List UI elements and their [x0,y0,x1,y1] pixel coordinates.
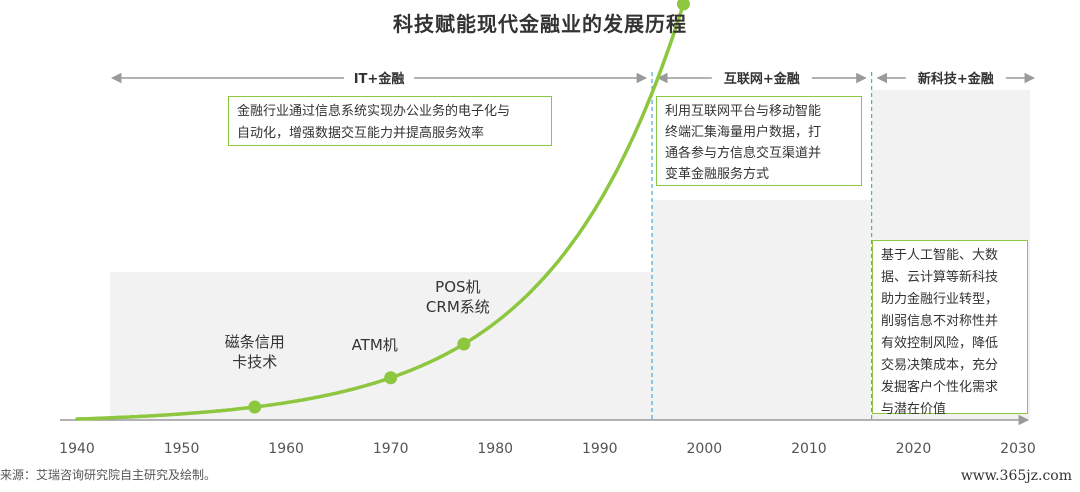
x-tick-label: 1940 [59,441,95,457]
description-line: 据、云计算等新科技 [881,270,999,285]
milestone-label: ATM机 [352,336,398,354]
x-tick-label: 2010 [791,441,827,457]
description-line: 助力金融行业转型， [881,292,999,307]
internet-finance-description: 利用互联网平台与移动智能 终端汇集海量用户数据，打 通各参与方信息交互渠道并 变… [656,96,862,186]
x-tick-label: 2030 [1000,441,1036,457]
milestone-point [384,371,398,385]
internet-period-band [652,200,872,420]
it-finance-description: 金融行业通过信息系统实现办公业务的电子化与 自动化，增强数据交互能力并提高服务效… [228,96,552,146]
growth-curve [75,0,687,421]
period-label: 新科技+金融 [918,71,994,87]
description-line: 有效控制风险，降低 [881,336,999,351]
period-label: IT+金融 [354,71,405,87]
period-label: 互联网+金融 [724,71,800,87]
milestone-point [457,337,471,351]
description-line: 自动化，增强数据交互能力并提高服务效率 [237,126,485,141]
x-tick-label: 2000 [687,441,723,457]
milestone-label: 磁条信用 [225,333,285,351]
fintech-description: 基于人工智能、大数 据、云计算等新科技 助力金融行业转型， 削弱信息不对称性并 … [872,240,1028,417]
description-line: 削弱信息不对称性并 [881,314,999,329]
description-line: 基于人工智能、大数 [881,248,999,263]
milestone-point [676,0,690,11]
x-tick-label: 2020 [896,441,932,457]
description-line: 交易决策成本，充分 [881,358,999,373]
description-line: 金融行业通过信息系统实现办公业务的电子化与 [237,104,511,119]
description-line: 与潜在价值 [881,402,947,417]
x-tick-label: 1970 [373,441,409,457]
description-line: 变革金融服务方式 [665,167,770,182]
x-tick-label: 1960 [268,441,304,457]
x-tick-label: 1980 [477,441,513,457]
page-title: 科技赋能现代金融业的发展历程 [393,12,687,36]
it-period-band [110,272,653,420]
description-line: 通各参与方信息交互渠道并 [665,146,822,161]
watermark: www.365jz.com [960,468,1072,484]
milestone-label: 卡技术 [232,353,277,371]
milestone-label: CRM系统 [426,298,490,316]
source-note: 来源：艾瑞咨询研究院自主研究及绘制。 [0,468,217,482]
description-line: 终端汇集海量用户数据，打 [665,125,822,140]
x-tick-label: 1990 [582,441,618,457]
x-tick-label: 1950 [164,441,200,457]
milestone-point [248,400,262,414]
description-line: 利用互联网平台与移动智能 [665,104,822,119]
milestone-label: POS机 [435,278,480,296]
description-line: 发掘客户个性化需求 [881,380,999,395]
